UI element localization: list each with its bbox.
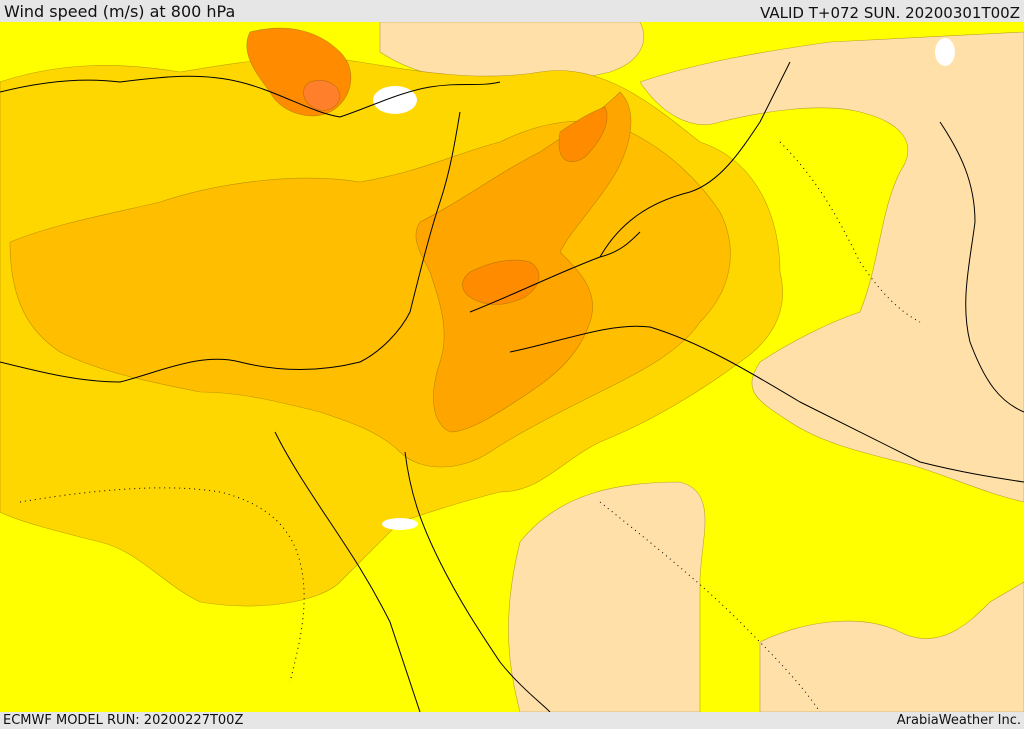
coast-med-south <box>0 111 461 383</box>
admin-egypt <box>19 487 305 683</box>
field-calm-2 <box>382 518 418 530</box>
border-syria-iraq <box>599 61 791 258</box>
field-light-east <box>639 31 1024 503</box>
header-bar: Wind speed (m/s) at 800 hPa VALID T+072 … <box>0 0 1024 22</box>
coast-turkey <box>0 75 501 118</box>
map-canvas <box>0 22 1024 712</box>
field-dark-orange-syria <box>558 106 608 162</box>
border-iraq-saudi <box>509 325 1024 483</box>
footer-bar: ECMWF MODEL RUN: 20200227T00Z ArabiaWeat… <box>0 712 1024 729</box>
field-calm-3 <box>935 38 955 66</box>
border-jordan <box>469 231 641 313</box>
credit: ArabiaWeather Inc. <box>896 713 1021 728</box>
field-light-arabia <box>508 481 706 712</box>
coast-red-sea <box>274 431 421 712</box>
map-title: Wind speed (m/s) at 800 hPa <box>4 2 236 21</box>
coast-red-sea-east <box>404 451 551 712</box>
field-dark-orange-levant <box>462 259 540 305</box>
coastlines <box>0 61 1024 712</box>
admin-iraq <box>779 141 921 323</box>
wind-speed-map[interactable] <box>0 22 1024 712</box>
field-red-orange <box>303 80 341 111</box>
valid-time: VALID T+072 SUN. 20200301T00Z <box>760 4 1020 22</box>
admin-boundaries <box>19 141 921 712</box>
model-run: ECMWF MODEL RUN: 20200227T00Z <box>3 713 244 728</box>
field-calm-1 <box>373 86 417 114</box>
coast-gulf <box>939 121 1024 413</box>
admin-saudi <box>599 501 821 712</box>
field-light-southeast <box>759 581 1024 712</box>
